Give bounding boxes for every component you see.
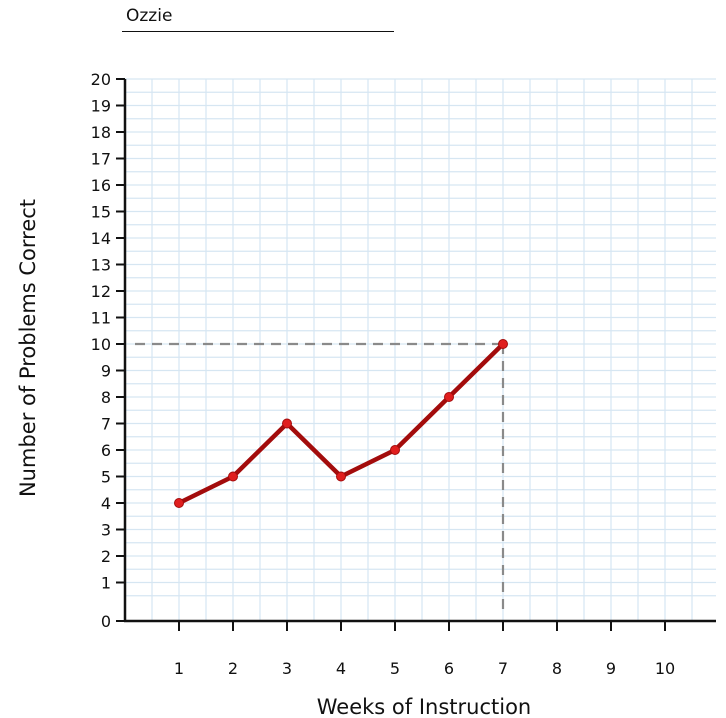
y-tick-label: 0 [101, 612, 111, 631]
y-tick-label: 7 [101, 415, 111, 434]
x-tick-label: 7 [498, 659, 508, 678]
y-tick-label: 20 [91, 70, 111, 89]
chart-grid [125, 78, 716, 621]
x-tick-label: 5 [390, 659, 400, 678]
y-tick-label: 9 [101, 362, 111, 381]
x-tick-label: 8 [552, 659, 562, 678]
y-tick-label: 4 [101, 494, 111, 513]
name-underline [122, 31, 394, 32]
data-point [444, 392, 454, 402]
data-point [228, 471, 238, 482]
student-name: Ozzie [126, 6, 173, 26]
data-point [390, 445, 400, 455]
y-tick-label: 1 [101, 574, 111, 593]
x-tick-label: 9 [606, 659, 616, 678]
chart-axes [123, 79, 716, 623]
y-tick-label: 17 [91, 150, 111, 169]
data-point [174, 498, 184, 508]
y-tick-label: 18 [91, 123, 111, 142]
reference-lines [135, 342, 505, 609]
data-point [498, 339, 508, 349]
y-tick-label: 2 [101, 547, 111, 566]
y-tick-label: 14 [91, 229, 111, 248]
x-tick-label: 2 [228, 659, 238, 678]
y-tick-label: 10 [91, 335, 111, 354]
y-tick-label: 11 [91, 309, 111, 328]
x-tick-label: 6 [444, 659, 454, 678]
y-tick-label: 5 [101, 468, 111, 487]
y-tick-label: 3 [101, 521, 111, 540]
y-tick-label: 16 [91, 176, 111, 195]
data-series [174, 339, 508, 508]
x-tick-label: 10 [655, 659, 675, 678]
x-tick-label: 4 [336, 659, 346, 678]
data-point [282, 418, 292, 429]
y-tick-label: 15 [91, 203, 111, 222]
x-axis-label: Weeks of Instruction [317, 695, 531, 718]
y-tick-label: 12 [91, 282, 111, 301]
x-tick-label: 1 [174, 659, 184, 678]
y-tick-label: 19 [91, 97, 111, 116]
y-tick-label: 13 [91, 256, 111, 275]
y-tick-label: 6 [101, 441, 111, 460]
y-axis-label: Number of Problems Correct [16, 199, 40, 497]
data-point [336, 471, 346, 482]
x-tick-label: 3 [282, 659, 292, 678]
x-tick-labels: 1 2 3 4 5 6 7 8 9 10 [174, 621, 675, 678]
y-tick-label: 8 [101, 388, 111, 407]
